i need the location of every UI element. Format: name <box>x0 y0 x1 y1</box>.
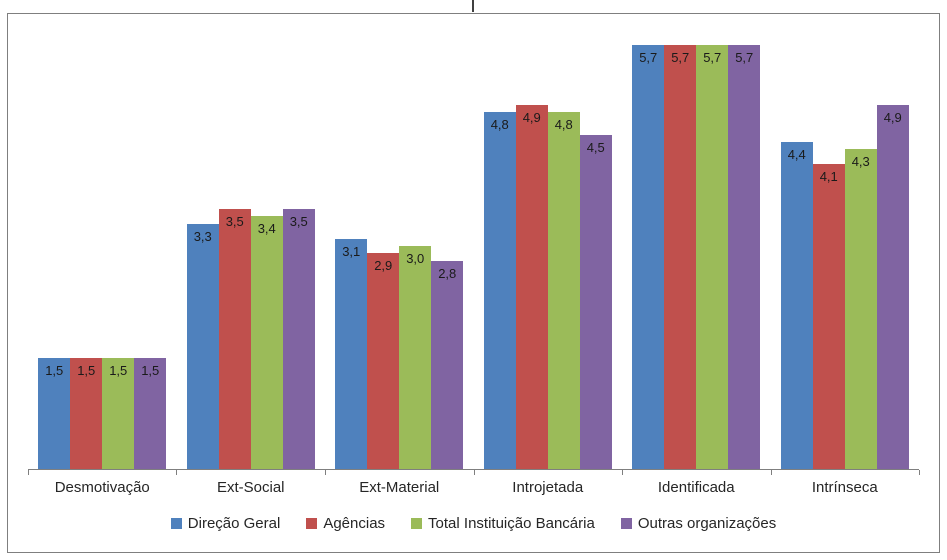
axis-tick <box>324 470 326 475</box>
bar-value-label: 4,1 <box>819 169 838 185</box>
category-label: Identificada <box>657 478 735 496</box>
bar-value-label: 3,5 <box>225 213 244 229</box>
bar: 4,9 <box>515 104 548 469</box>
bar-value-label: 4,8 <box>554 117 573 133</box>
legend-marker-icon <box>620 517 632 529</box>
bar-groups: 1,5 1,5 1,5 1,5 3,3 3,5 3,4 3,5 3,1 2,9 3,0 2,8 4,8 4… <box>28 23 919 469</box>
bar: 5,7 <box>664 45 697 469</box>
axis-tick <box>473 470 475 475</box>
bar: 1,5 <box>102 357 135 469</box>
plot-area: 1,5 1,5 1,5 1,5 3,3 3,5 3,4 3,5 3,1 2,9 3,0 2,8 4,8 4… <box>28 23 919 470</box>
bar-value-label: 5,7 <box>703 50 722 66</box>
bar-value-label: 1,5 <box>77 362 96 378</box>
bar: 3,3 <box>186 223 219 469</box>
legend-label: Total Instituição Bancária <box>428 514 595 532</box>
axis-tick <box>919 470 920 475</box>
bar: 3,0 <box>399 246 432 469</box>
legend-item: Total Instituição Bancária <box>411 515 595 532</box>
bar: 2,8 <box>431 260 464 469</box>
bar-value-label: 4,8 <box>490 117 509 133</box>
bar: 4,8 <box>547 112 580 469</box>
bar-value-label: 3,4 <box>257 221 276 237</box>
legend-marker-icon <box>170 517 182 529</box>
legend-label: Direção Geral <box>187 514 281 532</box>
legend: Direção Geral Agências Total Instituição B… <box>8 509 939 537</box>
bar-group: 4,8 4,9 4,8 4,5 <box>474 23 623 469</box>
bar: 1,5 <box>134 357 167 469</box>
bar-value-label: 4,5 <box>586 139 605 155</box>
bar-value-label: 4,4 <box>787 146 806 162</box>
axis-tick <box>770 470 772 475</box>
bar: 5,7 <box>632 45 665 469</box>
bar: 3,1 <box>335 238 368 469</box>
bar-value-label: 5,7 <box>735 50 754 66</box>
bar-value-label: 5,7 <box>671 50 690 66</box>
axis-tick <box>621 470 623 475</box>
bar-value-label: 1,5 <box>141 362 160 378</box>
category-axis: Desmotivação Ext-Social Ext-Material Introj… <box>28 470 920 500</box>
chart-frame: 1,5 1,5 1,5 1,5 3,3 3,5 3,4 3,5 3,1 2,9 3,0 2,8 4,8 4… <box>7 13 940 553</box>
bar-value-label: 1,5 <box>109 362 128 378</box>
category-labels: Desmotivação Ext-Social Ext-Material Introj… <box>28 470 919 500</box>
cropped-title-fragment <box>472 0 474 12</box>
legend-label: Outras organizações <box>637 514 777 532</box>
bar: 4,5 <box>579 134 612 469</box>
bar: 3,5 <box>282 208 315 469</box>
axis-tick <box>176 470 178 475</box>
bar: 1,5 <box>70 357 103 469</box>
bar: 4,3 <box>844 149 877 469</box>
bar: 3,5 <box>218 208 251 469</box>
bar-value-label: 3,1 <box>342 243 361 259</box>
bar: 2,9 <box>367 253 400 469</box>
bar-value-label: 5,7 <box>639 50 658 66</box>
bar-group: 3,1 2,9 3,0 2,8 <box>325 23 474 469</box>
category-label: Introjetada <box>512 478 584 496</box>
bar-value-label: 2,9 <box>374 258 393 274</box>
bar-value-label: 3,0 <box>406 251 425 266</box>
bar: 4,8 <box>483 112 516 469</box>
bar-group: 3,3 3,5 3,4 3,5 <box>177 23 326 469</box>
legend-item: Agências <box>306 515 385 532</box>
bar: 4,1 <box>812 164 845 469</box>
bar: 4,4 <box>780 141 813 469</box>
bar-value-label: 2,8 <box>438 265 457 281</box>
bar: 1,5 <box>38 357 71 469</box>
category-label: Intrínseca <box>811 478 878 496</box>
legend-marker-icon <box>306 517 318 529</box>
bar-value-label: 4,9 <box>522 109 541 125</box>
bar-value-label: 4,9 <box>883 109 902 125</box>
category-label: Desmotivação <box>54 478 150 496</box>
bar: 4,9 <box>876 104 909 469</box>
bar-group: 5,7 5,7 5,7 5,7 <box>622 23 771 469</box>
legend-item: Outras organizações <box>620 514 777 532</box>
bar-value-label: 3,3 <box>193 228 212 244</box>
axis-tick <box>28 470 29 475</box>
legend-label: Agências <box>323 514 386 532</box>
legend-item: Direção Geral <box>170 514 281 532</box>
bar: 5,7 <box>728 45 761 469</box>
legend-marker-icon <box>411 517 423 529</box>
bar-group: 1,5 1,5 1,5 1,5 <box>28 23 177 469</box>
bar-value-label: 4,3 <box>851 154 870 170</box>
bar-value-label: 1,5 <box>45 362 64 378</box>
bar-value-label: 3,5 <box>289 213 308 229</box>
bar: 3,4 <box>250 216 283 469</box>
category-label: Ext-Material <box>359 478 440 496</box>
category-label: Ext-Social <box>216 478 285 496</box>
bar-group: 4,4 4,1 4,3 4,9 <box>771 23 920 469</box>
bar: 5,7 <box>696 45 729 469</box>
